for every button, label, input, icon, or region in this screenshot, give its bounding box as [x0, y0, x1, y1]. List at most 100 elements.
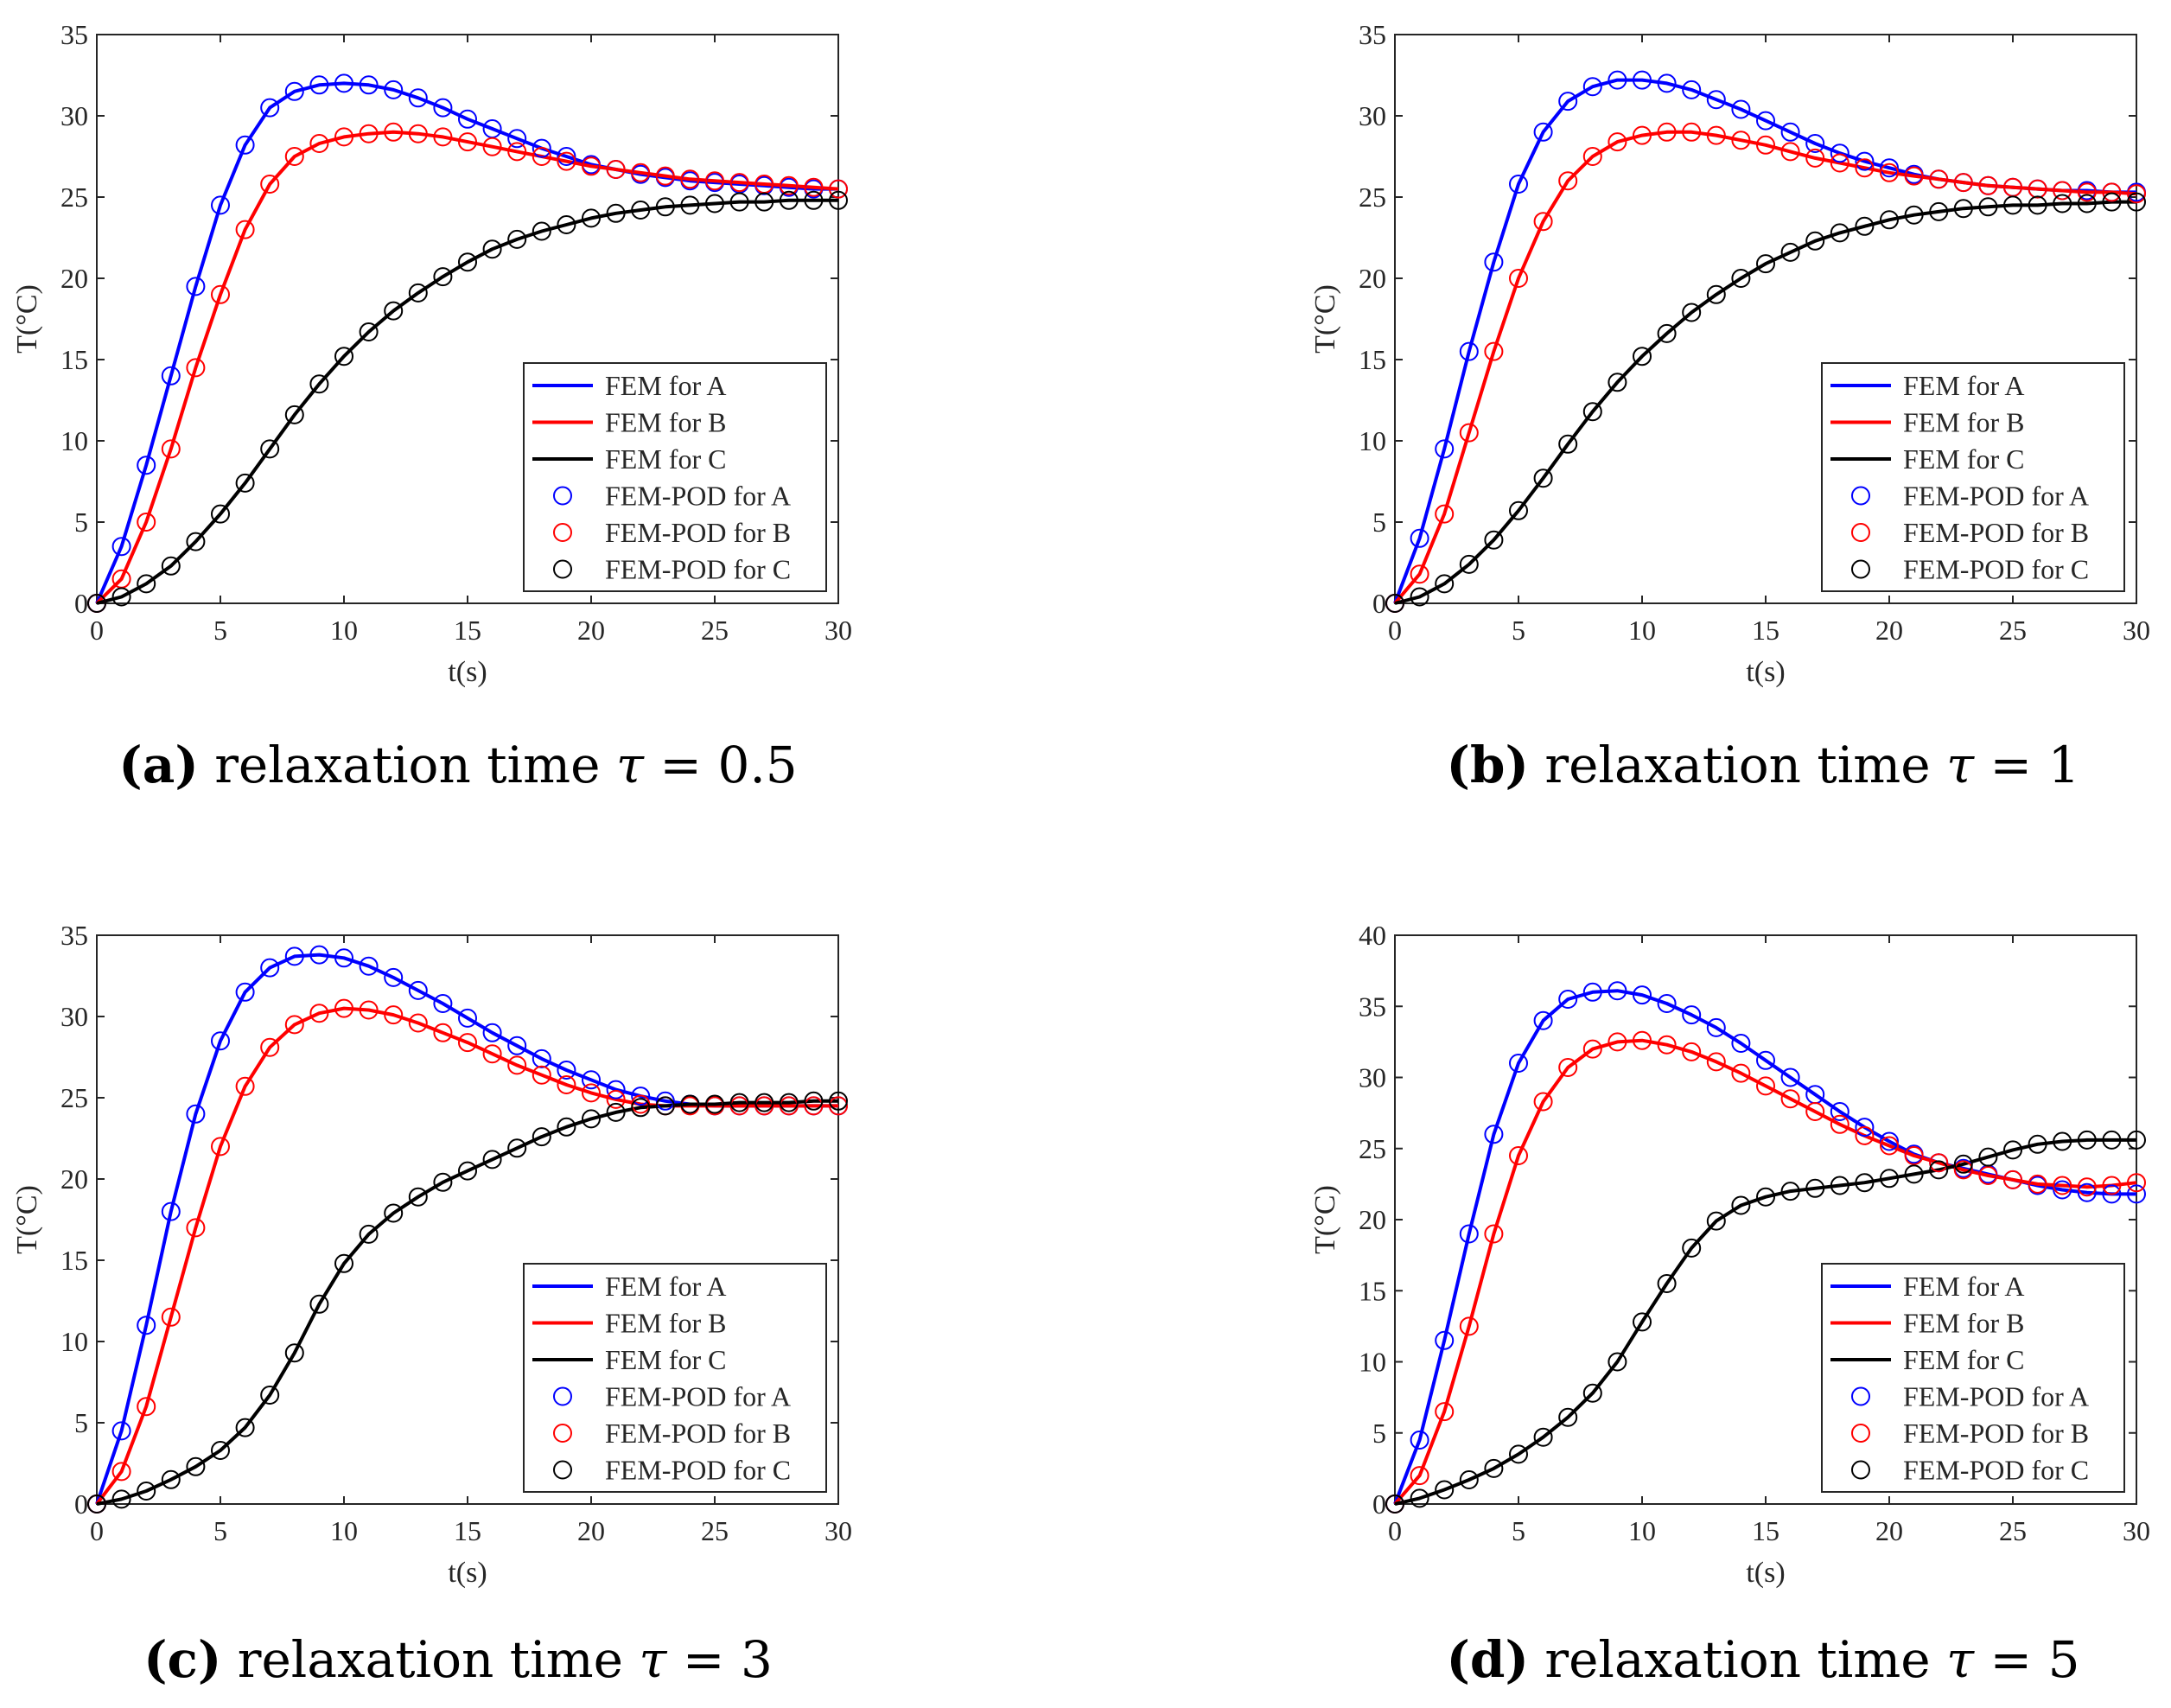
data-point-fem-pod-for-c: [2102, 1130, 2122, 1150]
legend-entry: FEM for B: [605, 407, 726, 438]
x-tick-label: 10: [330, 1515, 358, 1546]
y-tick-label: 30: [60, 1001, 88, 1032]
data-point-fem-pod-for-b: [2102, 182, 2122, 202]
legend-marker-swatch: [1851, 523, 1870, 542]
data-point-fem-pod-for-c: [754, 1093, 774, 1112]
data-point-fem-pod-for-b: [1855, 158, 1875, 178]
data-point-fem-pod-for-c: [260, 439, 280, 459]
legend-entry: FEM-POD for A: [605, 481, 791, 512]
data-point-fem-pod-for-b: [1633, 125, 1652, 145]
legend-marker-swatch: [1851, 1460, 1870, 1480]
data-point-fem-pod-for-c: [235, 473, 255, 493]
x-tick-label: 5: [213, 1515, 227, 1546]
data-point-fem-pod-for-b: [1608, 1032, 1627, 1052]
data-point-fem-pod-for-c: [2028, 1134, 2047, 1154]
data-point-fem-pod-for-a: [433, 994, 453, 1013]
y-tick-label: 15: [60, 1245, 88, 1276]
data-point-fem-pod-for-b: [1410, 564, 1429, 584]
data-point-fem-pod-for-b: [137, 1397, 156, 1417]
data-point-fem-pod-for-b: [1558, 1058, 1578, 1077]
data-point-fem-pod-for-b: [1657, 1035, 1677, 1055]
data-point-fem-pod-for-c: [507, 229, 527, 249]
x-tick-label: 5: [1512, 1515, 1525, 1546]
data-point-fem-pod-for-c: [804, 1091, 824, 1111]
data-point-fem-pod-for-b: [235, 220, 255, 239]
data-point-fem-pod-for-a: [1756, 111, 1775, 131]
x-tick-label: 25: [1999, 615, 2027, 646]
data-point-fem-pod-for-a: [235, 982, 255, 1002]
x-tick-label: 25: [1999, 1515, 2027, 1546]
data-point-fem-pod-for-b: [1459, 423, 1479, 443]
y-tick-label: 10: [1359, 425, 1386, 456]
data-point-fem-pod-for-b: [2127, 184, 2146, 204]
data-point-fem-pod-for-b: [1558, 171, 1578, 191]
data-point-fem-pod-for-a: [260, 958, 280, 978]
data-point-fem-pod-for-c: [1904, 1164, 1924, 1184]
y-tick-label: 25: [1359, 1133, 1386, 1164]
legend-marker-swatch: [553, 486, 572, 506]
caption-tag: (c): [143, 1630, 221, 1689]
data-point-fem-pod-for-c: [1582, 1383, 1602, 1403]
data-point-fem-pod-for-b: [1435, 1402, 1455, 1422]
data-point-fem-pod-for-c: [235, 1418, 255, 1437]
data-point-fem-pod-for-c: [1509, 1444, 1528, 1464]
data-point-fem-pod-for-c: [1780, 1182, 1800, 1201]
data-point-fem-pod-for-c: [557, 215, 576, 234]
data-point-fem-pod-for-c: [680, 195, 700, 215]
legend: FEM for A FEM for B FEM for C FEM-POD for A…: [1821, 1263, 2125, 1493]
caption-tau-value: 3: [741, 1630, 773, 1689]
legend-entry: FEM for A: [1903, 370, 2024, 401]
x-tick-label: 0: [90, 1515, 104, 1546]
data-point-fem-pod-for-b: [1953, 1160, 1973, 1180]
data-point-fem-pod-for-a: [2127, 1184, 2146, 1204]
data-point-fem-pod-for-b: [1582, 1039, 1602, 1059]
legend-box: [523, 362, 827, 592]
legend-marker-swatch: [553, 1386, 572, 1406]
series-line-fem-for-c: [96, 198, 838, 605]
y-tick-label: 5: [74, 1407, 88, 1438]
data-point-fem-pod-for-c: [829, 1091, 848, 1111]
data-point-fem-pod-for-a: [1435, 1330, 1455, 1350]
data-point-fem-pod-for-c: [2053, 194, 2072, 214]
data-point-fem-pod-for-c: [779, 190, 799, 210]
data-point-fem-pod-for-b: [804, 177, 824, 197]
data-point-fem-pod-for-c: [482, 1150, 502, 1169]
data-point-fem-pod-for-c: [161, 556, 181, 576]
data-point-fem-pod-for-c: [1830, 223, 1849, 243]
data-point-fem-pod-for-b: [1410, 1466, 1429, 1486]
data-point-fem-pod-for-b: [582, 1083, 601, 1103]
data-point-fem-pod-for-c: [606, 203, 626, 223]
data-point-fem-pod-for-b: [655, 166, 675, 186]
data-point-fem-pod-for-a: [433, 98, 453, 118]
data-point-fem-pod-for-c: [433, 267, 453, 287]
data-point-fem-pod-for-b: [1978, 1166, 1998, 1185]
data-point-fem-pod-for-b: [482, 137, 502, 156]
data-point-fem-pod-for-a: [211, 195, 230, 215]
data-point-fem-pod-for-a: [1830, 143, 1849, 163]
x-axis-label: t(s): [1746, 1557, 1785, 1589]
data-point-fem-pod-for-c: [1435, 574, 1455, 594]
data-point-fem-pod-for-b: [359, 124, 379, 143]
y-tick-label: 0: [1372, 1488, 1386, 1520]
data-point-fem-pod-for-b: [284, 147, 304, 166]
x-axis-label: t(s): [448, 656, 487, 688]
data-point-fem-pod-for-a: [557, 1061, 576, 1080]
data-point-fem-pod-for-b: [1756, 135, 1775, 155]
data-point-fem-pod-for-b: [829, 179, 848, 199]
data-point-fem-pod-for-a: [582, 1070, 601, 1090]
data-point-fem-pod-for-b: [1731, 131, 1751, 150]
caption-tau-value: 5: [2048, 1630, 2080, 1689]
data-point-fem-pod-for-a: [1657, 994, 1677, 1013]
x-tick-label: 0: [90, 615, 104, 646]
data-point-fem-pod-for-c: [1657, 1274, 1677, 1293]
data-point-fem-pod-for-a: [235, 135, 255, 155]
data-point-fem-pod-for-c: [606, 1102, 626, 1122]
legend-entry: FEM-POD for B: [605, 517, 791, 548]
x-tick-label: 25: [701, 1515, 729, 1546]
x-tick-label: 0: [1388, 615, 1402, 646]
data-point-fem-pod-for-b: [284, 1015, 304, 1035]
x-tick-label: 10: [1628, 615, 1656, 646]
data-point-fem-pod-for-a: [111, 1421, 131, 1441]
data-point-fem-pod-for-c: [211, 1441, 230, 1460]
data-point-fem-pod-for-c: [1633, 1312, 1652, 1332]
